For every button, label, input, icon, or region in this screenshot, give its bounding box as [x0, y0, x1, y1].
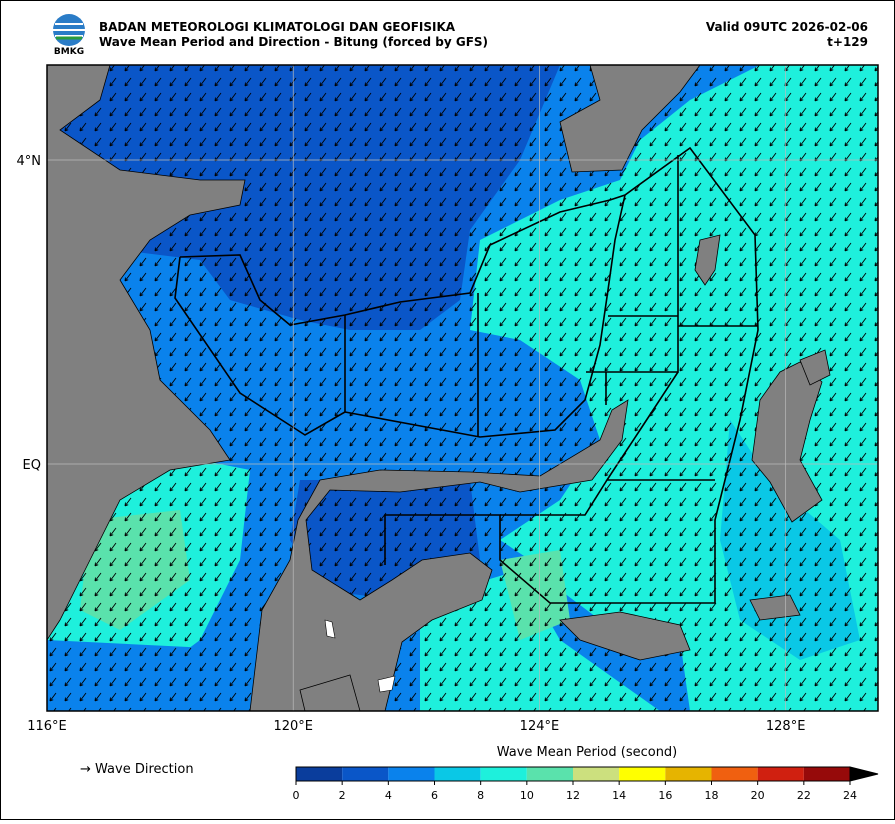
colorbar-tick-label: 20 — [751, 789, 765, 802]
colorbar-segment — [665, 767, 712, 781]
colorbar-tick-label: 2 — [339, 789, 346, 802]
y-tick-label: 4°N — [17, 154, 42, 169]
legend-label: → Wave Direction — [80, 762, 194, 777]
colorbar-segment — [711, 767, 758, 781]
colorbar-tick-label: 10 — [520, 789, 534, 802]
colorbar-segment — [296, 767, 343, 781]
colorbar-tick-label: 12 — [566, 789, 580, 802]
logo — [53, 14, 85, 46]
colorbar-tick-label: 14 — [612, 789, 626, 802]
map — [47, 65, 878, 711]
colorbar-segment — [434, 767, 481, 781]
title: Wave Mean Period and Direction - Bitung … — [99, 35, 488, 49]
colorbar-tick-label: 24 — [843, 789, 857, 802]
colorbar-segment — [388, 767, 435, 781]
map-frame — [46, 64, 879, 712]
colorbar-segment — [757, 767, 804, 781]
logo-text: BMKG — [54, 47, 84, 57]
colorbar-tick-label: 16 — [658, 789, 672, 802]
x-tick-label: 116°E — [27, 719, 67, 734]
agency: BADAN METEOROLOGI KLIMATOLOGI DAN GEOFIS… — [99, 20, 456, 34]
colorbar-segment — [619, 767, 666, 781]
colorbar-tick-label: 22 — [797, 789, 811, 802]
colorbar-segment — [573, 767, 620, 781]
colorbar-title: Wave Mean Period (second) — [497, 745, 678, 760]
x-tick-label: 120°E — [273, 719, 313, 734]
forecast-step: t+129 — [827, 35, 868, 49]
x-tick-label: 128°E — [766, 719, 806, 734]
colorbar-tick-label: 0 — [293, 789, 300, 802]
colorbar-tick-label: 4 — [385, 789, 392, 802]
y-tick-label: EQ — [23, 458, 41, 473]
colorbar-segment — [526, 767, 573, 781]
x-tick-label: 124°E — [520, 719, 560, 734]
colorbar-tick-label: 6 — [431, 789, 438, 802]
colorbar-tick-label: 8 — [477, 789, 484, 802]
colorbar-segment — [480, 767, 527, 781]
colorbar-tick-label: 18 — [705, 789, 719, 802]
colorbar-segment — [342, 767, 389, 781]
valid-time: Valid 09UTC 2026-02-06 — [706, 20, 868, 34]
colorbar-segment — [803, 767, 850, 781]
